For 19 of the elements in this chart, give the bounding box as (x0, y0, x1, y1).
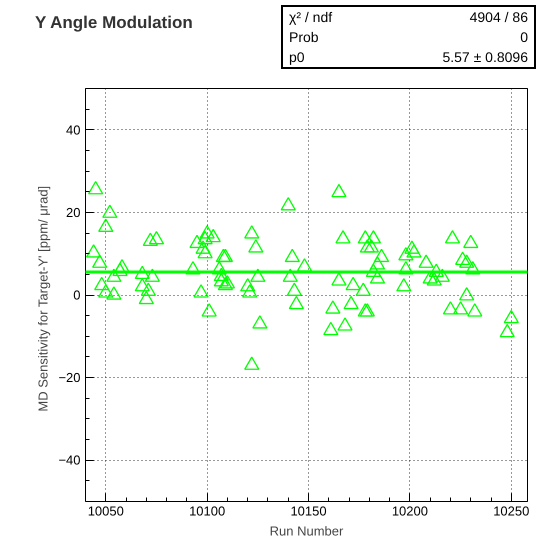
y-tick-label: 20 (66, 204, 81, 220)
text: χ² / ndf (288, 8, 334, 27)
text: 5.57 ± 0.8096 (441, 48, 529, 67)
text: p0 (288, 48, 306, 67)
x-tick-label: 10100 (189, 504, 226, 518)
y-axis-title: MD Sensitivity for Target-Y' [ppm/ μrad] (35, 186, 50, 412)
x-tick-label: 10150 (290, 504, 327, 518)
text: Prob (288, 28, 320, 47)
y-tick-label: −40 (58, 452, 81, 468)
x-tick-label: 10050 (88, 504, 124, 518)
x-tick-label: 10250 (493, 504, 530, 518)
x-tick-label: 10200 (392, 504, 428, 518)
text: 0 (519, 28, 529, 47)
chart-title: Y Angle Modulation (35, 12, 193, 34)
y-tick-label: −20 (58, 370, 81, 386)
y-tick-label: 0 (73, 288, 81, 302)
y-tick-label: 40 (66, 122, 81, 138)
text: 4904 / 86 (468, 8, 529, 27)
x-axis-title: Run Number (270, 524, 344, 538)
